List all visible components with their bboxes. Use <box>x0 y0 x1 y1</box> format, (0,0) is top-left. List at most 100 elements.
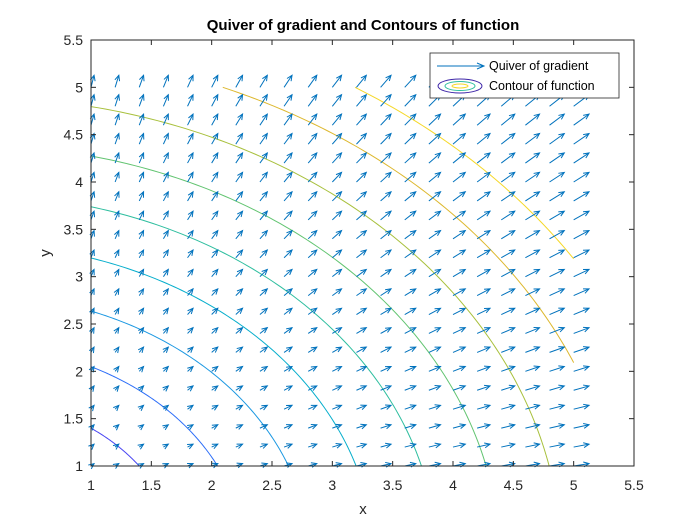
quiver-arrow <box>501 384 516 391</box>
quiver-arrow <box>187 443 195 450</box>
quiver-arrow <box>404 113 417 126</box>
quiver-arrow <box>138 132 145 145</box>
quiver-arrow <box>452 442 467 449</box>
quiver-arrow <box>187 307 194 315</box>
quiver-arrow <box>428 307 442 315</box>
quiver-arrow <box>452 249 467 259</box>
quiver-arrow <box>549 288 566 297</box>
quiver-arrow <box>332 288 343 297</box>
quiver-arrow <box>235 424 244 430</box>
quiver-arrow <box>476 288 492 297</box>
quiver-arrow <box>331 210 343 221</box>
quiver-arrow <box>476 249 492 259</box>
quiver-arrow <box>549 384 566 391</box>
quiver-arrow <box>137 346 145 354</box>
quiver-arrow <box>332 327 343 334</box>
quiver-arrow <box>137 404 145 412</box>
quiver-arrow <box>307 288 318 296</box>
quiver-arrow <box>259 307 269 315</box>
quiver-arrow <box>428 152 442 164</box>
quiver-arrow <box>452 365 467 372</box>
quiver-arrow <box>549 113 566 126</box>
quiver-arrow <box>477 442 492 449</box>
quiver-arrow <box>138 268 145 277</box>
quiver-arrow <box>356 113 368 126</box>
y-tick-label: 5 <box>75 79 83 95</box>
quiver-arrow <box>549 171 566 183</box>
quiver-arrow <box>500 210 516 221</box>
quiver-arrow <box>501 403 516 410</box>
quiver-arrow <box>162 385 170 392</box>
quiver-arrow <box>283 132 293 145</box>
quiver-arrow <box>356 346 368 353</box>
quiver-arrow <box>501 423 516 429</box>
quiver-arrow <box>187 365 194 373</box>
quiver-arrow <box>307 385 318 391</box>
quiver-arrow <box>162 74 170 88</box>
quiver-arrow <box>573 210 591 221</box>
axes-box <box>90 39 635 467</box>
quiver-arrow <box>476 132 491 145</box>
quiver-arrow <box>259 132 269 145</box>
y-tick-label: 2.5 <box>64 316 84 332</box>
quiver-arrow <box>380 132 392 145</box>
quiver-arrow <box>113 268 120 277</box>
quiver-arrow <box>332 268 343 278</box>
quiver-arrow <box>476 268 492 278</box>
quiver-arrow <box>211 346 219 353</box>
quiver-arrow <box>428 191 442 202</box>
quiver-arrow <box>307 93 318 107</box>
quiver-arrow <box>549 442 566 449</box>
quiver-arrow <box>307 346 318 353</box>
quiver-arrow <box>259 113 268 126</box>
quiver-arrow <box>501 346 516 353</box>
quiver-arrow <box>162 404 170 411</box>
quiver-arrow <box>452 191 467 202</box>
quiver-arrow <box>138 151 145 164</box>
quiver-arrow <box>525 423 541 429</box>
contour-line-4 <box>91 310 289 466</box>
quiver-arrow <box>428 442 442 449</box>
quiver-arrow <box>211 249 219 259</box>
contour-line-10 <box>354 86 575 260</box>
quiver-arrow <box>452 171 467 183</box>
quiver-arrow <box>573 423 591 429</box>
quiver-arrow <box>525 326 541 334</box>
quiver-arrow <box>137 385 145 392</box>
quiver-arrow <box>404 346 417 353</box>
quiver-arrow <box>476 171 492 183</box>
quiver-arrow <box>112 423 120 431</box>
quiver-arrow <box>525 268 541 278</box>
quiver-arrow <box>211 132 219 145</box>
quiver-arrow <box>525 249 541 259</box>
quiver-arrow <box>476 384 492 391</box>
quiver-arrow <box>235 287 244 296</box>
contour-line-7 <box>91 155 487 466</box>
y-axis-ticks: 1 1.5 2 2.5 3 3.5 4 4.5 5 5.5 <box>64 32 634 474</box>
quiver-arrow <box>573 346 591 353</box>
quiver-arrow <box>211 365 219 373</box>
quiver-arrow <box>573 171 591 183</box>
quiver-arrow <box>113 248 120 258</box>
quiver-arrow <box>380 249 393 259</box>
quiver-arrow <box>283 288 293 296</box>
quiver-arrow <box>404 210 417 221</box>
quiver-arrow <box>332 229 343 240</box>
y-tick-label: 1 <box>75 458 83 474</box>
legend: Quiver of gradient Contour of function <box>429 52 620 99</box>
quiver-arrow <box>356 327 368 334</box>
quiver-arrow <box>235 249 244 259</box>
quiver-arrow <box>404 288 417 297</box>
quiver-arrow <box>162 93 169 107</box>
quiver-arrow <box>283 365 294 372</box>
quiver-arrow <box>404 229 417 240</box>
quiver-arrow <box>428 249 442 259</box>
quiver-arrow <box>211 404 219 411</box>
quiver-arrow <box>573 384 591 391</box>
quiver-arrow <box>235 268 244 278</box>
quiver-arrow <box>259 424 269 430</box>
quiver-arrow <box>259 346 269 353</box>
quiver-arrow <box>138 307 145 315</box>
quiver-arrow <box>259 93 268 107</box>
quiver-arrow <box>452 132 467 145</box>
